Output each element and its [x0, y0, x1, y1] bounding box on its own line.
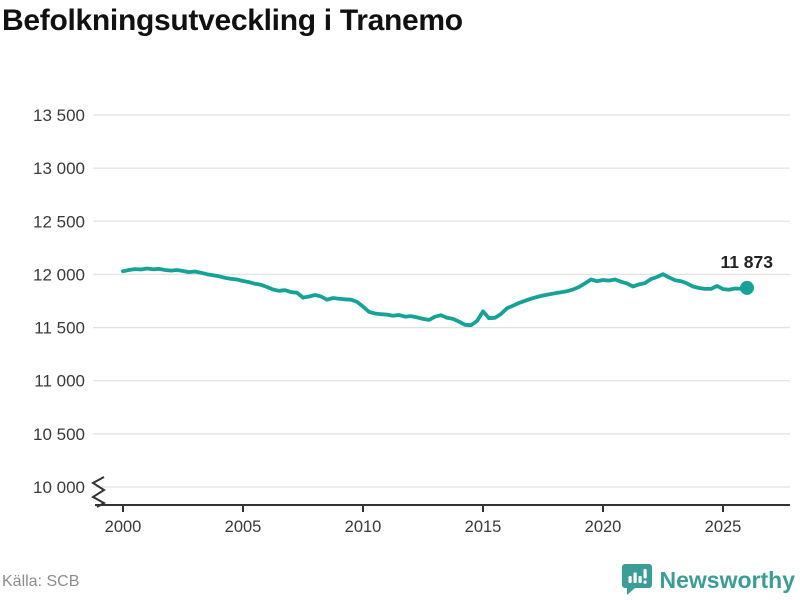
- population-line: [121, 266, 749, 328]
- y-tick-label: 10 000: [33, 478, 85, 497]
- y-tick-label: 13 000: [33, 159, 85, 178]
- x-tick-label: 2015: [465, 518, 502, 536]
- x-tick-label: 2000: [105, 518, 142, 536]
- x-tick-label: 2025: [705, 518, 742, 536]
- x-tick-label: 2010: [345, 518, 382, 536]
- y-tick-label: 11 500: [34, 319, 85, 338]
- y-axis-break-icon: [91, 476, 107, 508]
- newsworthy-logo-icon: [621, 564, 652, 596]
- newsworthy-logo-text: Newsworthy: [659, 566, 795, 593]
- y-tick-label: 12 000: [33, 265, 85, 284]
- source-label: Källa: SCB: [2, 573, 80, 590]
- y-tick-label: 11 000: [34, 372, 85, 391]
- x-tick-label: 2005: [225, 518, 262, 536]
- chart-title: Befolkningsutveckling i Tranemo: [2, 4, 463, 37]
- latest-value-label: 11 873: [720, 252, 773, 272]
- y-tick-label: 12 500: [33, 212, 85, 231]
- y-tick-label: 10 500: [33, 425, 85, 444]
- y-tick-label: 13 500: [33, 106, 85, 125]
- x-tick-label: 2020: [585, 518, 622, 536]
- latest-point-dot: [740, 280, 754, 295]
- newsworthy-logo[interactable]: Newsworthy: [621, 563, 795, 597]
